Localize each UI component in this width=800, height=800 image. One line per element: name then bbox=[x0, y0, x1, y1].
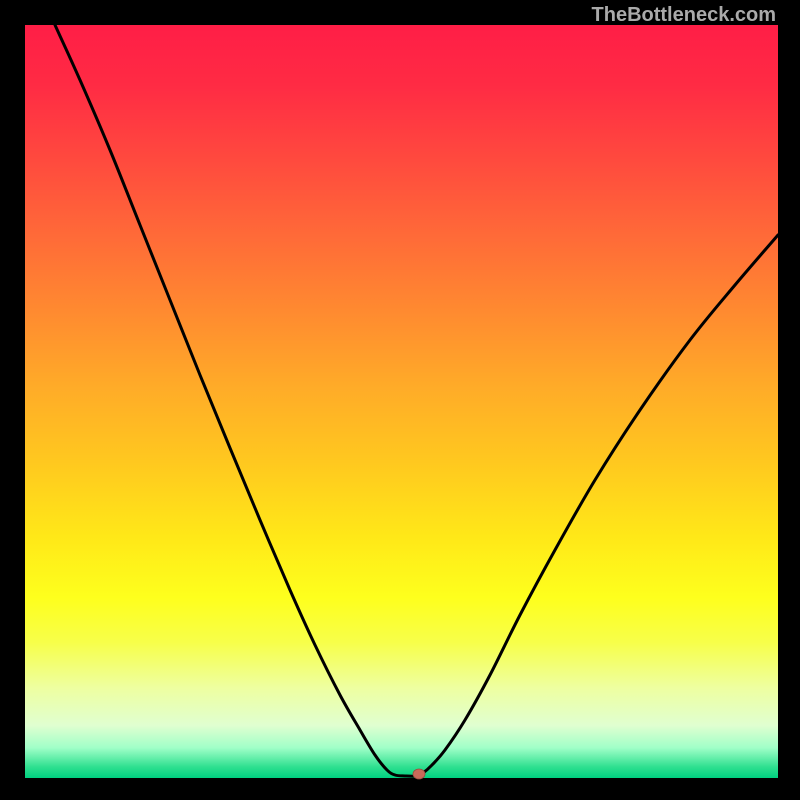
bottleneck-chart: TheBottleneck.com bbox=[0, 0, 800, 800]
watermark-text: TheBottleneck.com bbox=[592, 4, 776, 26]
plot-gradient-background bbox=[25, 25, 778, 778]
optimal-point-marker bbox=[413, 769, 425, 779]
